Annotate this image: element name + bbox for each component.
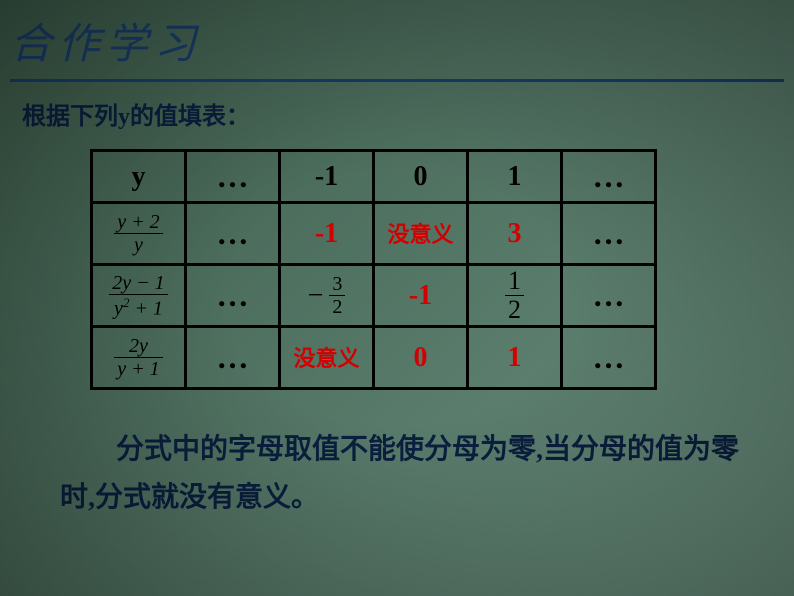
value-red: 没意义 [293,346,359,371]
conclusion-text: 分式中的字母取值不能使分母为零,当分母的值为零时,分式就没有意义。 [60,426,744,521]
denominator: y [114,234,162,256]
expr-cell: y + 2 y [92,203,186,265]
subtitle-var: y [118,104,130,130]
table-header-row: y … -1 0 1 … [92,151,656,203]
table-row: 2y − 1 y2 + 1 … − 3 2 -1 1 2 … [92,265,656,327]
dots: … [593,339,625,375]
dots: … [217,339,249,375]
dots: … [217,158,249,194]
denominator: 2 [329,296,345,318]
table-cell: … [562,265,656,327]
table-cell: … [562,327,656,389]
value-red: -1 [409,280,432,311]
table-cell: 0 [374,327,468,389]
fraction: 2y − 1 y2 + 1 [109,272,167,320]
negative-fraction: − 3 2 [308,273,346,318]
header-cell: 1 [468,151,562,203]
value-red: 0 [414,342,428,373]
table-cell: 没意义 [280,327,374,389]
numerator: 3 [329,273,345,296]
numerator: y + 2 [114,211,162,234]
denominator: y2 + 1 [109,295,167,320]
denominator: y + 1 [114,358,162,380]
header-y: y [132,161,146,192]
table-cell: 没意义 [374,203,468,265]
denominator: 2 [505,296,524,324]
table-cell: … [562,203,656,265]
dots: … [593,158,625,194]
subtitle-suffix: 的值填表： [130,104,250,130]
header-cell: y [92,151,186,203]
minus-sign: − [308,280,324,312]
subtitle: 根据下列y的值填表： [0,82,794,131]
table-row: 2y y + 1 … 没意义 0 1 … [92,327,656,389]
value-red: 3 [508,218,522,249]
fraction: 2y y + 1 [114,335,162,380]
table-cell: 1 2 [468,265,562,327]
fraction: 3 2 [329,273,345,318]
header-cell: 0 [374,151,468,203]
dots: … [217,215,249,251]
header-cell: -1 [280,151,374,203]
fraction: y + 2 y [114,211,162,256]
table-cell: -1 [280,203,374,265]
value-table: y … -1 0 1 … y + 2 y … -1 没意义 3 … 2y − 1… [90,149,657,390]
table-cell: 1 [468,327,562,389]
table-cell: … [186,327,280,389]
dots: … [217,277,249,313]
dots: … [593,277,625,313]
numerator: 1 [505,267,524,296]
numerator: 2y − 1 [109,272,167,295]
table-cell: 3 [468,203,562,265]
page-title: 合作学习 [0,0,794,71]
table-cell: − 3 2 [280,265,374,327]
value-red: -1 [315,218,338,249]
table-cell: … [186,265,280,327]
table-container: y … -1 0 1 … y + 2 y … -1 没意义 3 … 2y − 1… [90,149,794,390]
table-row: y + 2 y … -1 没意义 3 … [92,203,656,265]
numerator: 2y [114,335,162,358]
subtitle-prefix: 根据下列 [22,104,118,130]
header-cell: … [186,151,280,203]
table-cell: -1 [374,265,468,327]
header-cell: … [562,151,656,203]
fraction: 1 2 [505,267,524,324]
expr-cell: 2y y + 1 [92,327,186,389]
dots: … [593,215,625,251]
table-cell: … [186,203,280,265]
value-red: 1 [508,342,522,373]
expr-cell: 2y − 1 y2 + 1 [92,265,186,327]
value-red: 没意义 [387,222,453,247]
